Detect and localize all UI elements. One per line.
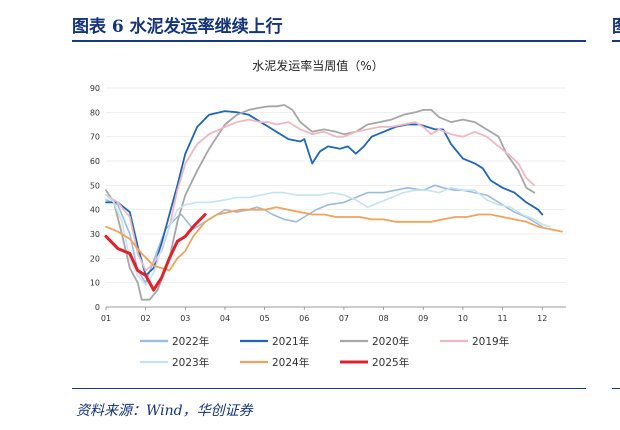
x-tick-label: 09 [418,314,428,323]
legend-label: 2022年 [172,335,209,348]
y-tick-label: 90 [90,84,100,93]
y-tick-label: 70 [90,133,100,142]
legend-label: 2023年 [172,356,209,369]
series-line-2020年 [105,104,536,301]
series-line-2022年 [105,184,543,284]
legend-label: 2020年 [372,335,409,348]
y-tick-label: 10 [90,279,100,288]
y-tick-label: 60 [90,157,100,166]
series-line-2023年 [105,187,551,286]
x-tick-label: 08 [378,314,388,323]
x-tick-label: 03 [180,314,190,323]
legend-item: 2023年 [140,356,209,369]
series-line-2024年 [105,206,563,272]
legend-item: 2020年 [340,335,409,348]
source-note: 资料来源：Wind，华创证券 [76,403,253,419]
legend-label: 2021年 [272,335,309,348]
chart-title: 水泥发运率当周值（%） [252,58,383,73]
legend-item: 2021年 [240,335,309,348]
adjacent-figure-title-fragment: 图 [612,12,620,37]
y-tick-label: 30 [90,230,100,239]
y-tick-label: 0 [95,303,100,312]
legend-item: 2024年 [240,356,309,369]
x-axis-tick-labels: 01 02 03 04 05 06 07 08 09 10 11 12 [101,307,547,323]
y-tick-label: 80 [90,108,100,117]
legend-label: 2025年 [372,356,409,369]
x-tick-label: 11 [497,314,507,323]
y-tick-label: 40 [90,206,100,215]
x-tick-label: 06 [299,314,309,323]
adjacent-footer-divider [612,388,620,389]
figure-header: 图表 6 水泥发运率继续上行 [72,10,586,40]
series-line-2021年 [105,110,544,277]
x-tick-label: 04 [220,314,230,323]
x-tick-label: 12 [537,314,547,323]
header-divider [72,40,586,42]
legend: 2022年 2021年 2020年 2019年 2023年 2024年 2025年 [140,335,509,369]
series-line-2025年 [104,213,207,292]
x-tick-label: 01 [101,314,111,323]
adjacent-header-divider [612,40,620,42]
y-tick-label: 50 [90,181,100,190]
legend-item: 2019年 [440,335,509,348]
legend-item: 2022年 [140,335,209,348]
figure-title: 图表 6 水泥发运率继续上行 [72,17,283,37]
x-tick-label: 05 [260,314,270,323]
x-tick-label: 07 [339,314,349,323]
x-tick-label: 10 [458,314,468,323]
y-axis-tick-labels: 0 10 20 30 40 50 60 70 80 90 [90,84,100,312]
cement-shipment-chart: 水泥发运率当周值（%） 0 10 20 30 40 50 60 70 80 90 01 02 03 04… [90,58,566,369]
x-tick-label: 02 [141,314,151,323]
legend-item: 2025年 [340,356,409,369]
y-tick-label: 20 [90,254,100,263]
legend-label: 2019年 [472,335,509,348]
series-lines [104,104,563,301]
footer-divider [72,388,586,389]
legend-label: 2024年 [272,356,309,369]
